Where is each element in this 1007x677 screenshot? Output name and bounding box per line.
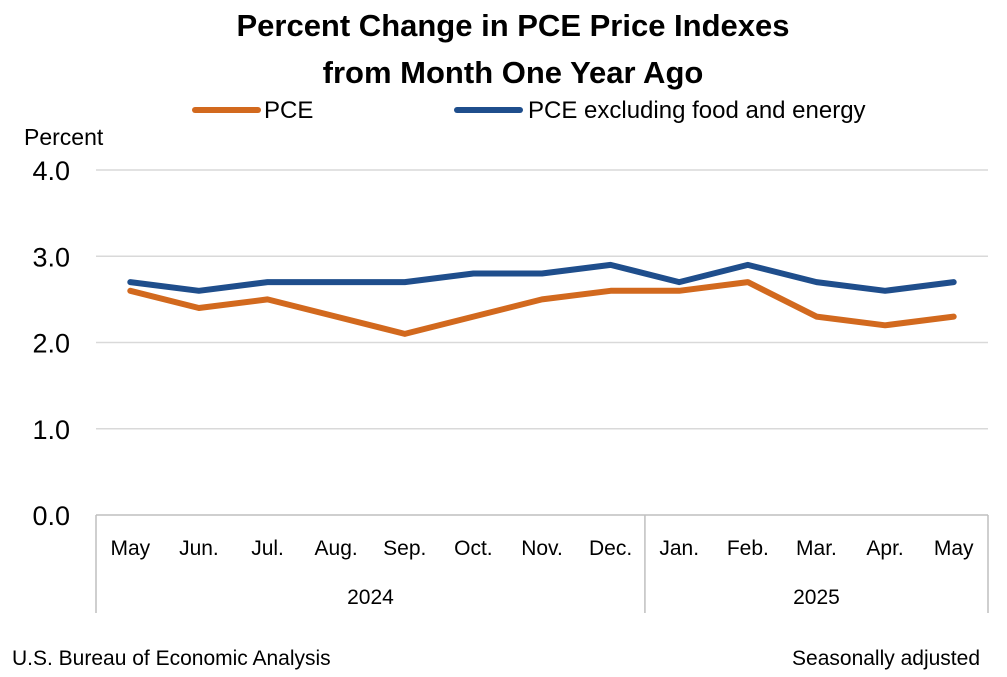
x-tick-label: Nov. bbox=[521, 537, 563, 560]
y-tick-label: 4.0 bbox=[32, 156, 70, 186]
series-line-pce bbox=[127, 279, 957, 337]
seasonal-adjustment-note: Seasonally adjusted bbox=[792, 647, 980, 670]
legend-label-core-pce: PCE excluding food and energy bbox=[528, 97, 866, 124]
y-axis-label: Percent bbox=[24, 124, 104, 150]
legend-label-pce: PCE bbox=[264, 97, 313, 124]
x-tick-label: Jul. bbox=[251, 537, 284, 560]
series-line-core-pce bbox=[127, 261, 957, 294]
gridlines bbox=[96, 169, 988, 430]
y-tick-label: 3.0 bbox=[32, 242, 70, 272]
chart-title-line-1: Percent Change in PCE Price Indexes bbox=[236, 8, 789, 43]
year-group-label: 2024 bbox=[347, 586, 394, 609]
y-tick-labels: 4.0 3.0 2.0 1.0 0.0 bbox=[32, 156, 70, 531]
x-tick-label: Feb. bbox=[727, 537, 769, 560]
series-lines bbox=[127, 261, 957, 337]
x-tick-label: Jun. bbox=[179, 537, 219, 560]
x-axis bbox=[95, 514, 989, 613]
legend: PCE PCE excluding food and energy bbox=[192, 97, 866, 124]
y-tick-label: 0.0 bbox=[32, 501, 70, 531]
x-tick-label: Apr. bbox=[866, 537, 903, 560]
x-tick-label: Sep. bbox=[383, 537, 426, 560]
x-tick-label: Mar. bbox=[796, 537, 837, 560]
year-group-labels: 2024 2025 bbox=[347, 586, 840, 609]
x-tick-label: Aug. bbox=[315, 537, 358, 560]
x-tick-label: Oct. bbox=[454, 537, 493, 560]
y-tick-label: 1.0 bbox=[32, 415, 70, 445]
y-tick-label: 2.0 bbox=[32, 329, 70, 359]
x-tick-label: May bbox=[110, 537, 150, 560]
year-group-label: 2025 bbox=[793, 586, 840, 609]
x-tick-labels: May Jun. Jul. Aug. Sep. Oct. Nov. Dec. Jan. Feb. M… bbox=[110, 537, 974, 560]
x-tick-label: Jan. bbox=[659, 537, 699, 560]
x-tick-label: Dec. bbox=[589, 537, 632, 560]
chart-title-line-2: from Month One Year Ago bbox=[323, 55, 704, 90]
source-note: U.S. Bureau of Economic Analysis bbox=[12, 647, 331, 670]
x-tick-label: May bbox=[934, 537, 974, 560]
